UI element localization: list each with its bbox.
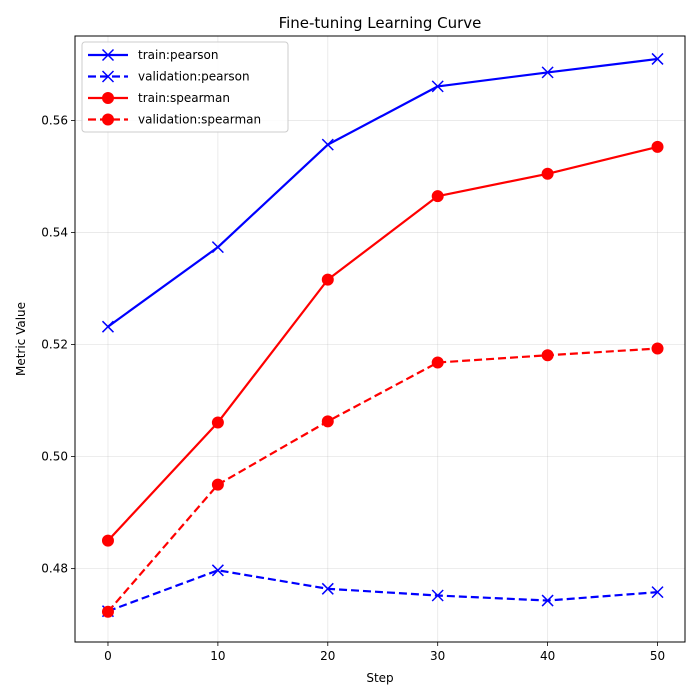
data-point bbox=[431, 190, 444, 203]
y-tick-label: 0.50 bbox=[41, 450, 68, 464]
legend-box bbox=[81, 41, 289, 133]
data-point bbox=[211, 416, 224, 429]
y-tick-label: 0.48 bbox=[41, 562, 68, 576]
data-point bbox=[651, 140, 664, 153]
series-line bbox=[107, 145, 658, 542]
legend-marker bbox=[101, 70, 115, 83]
series-train-spearman bbox=[101, 140, 664, 547]
y-axis-label: Metric Value bbox=[14, 302, 28, 376]
data-point bbox=[101, 320, 115, 333]
x-tick-label: 50 bbox=[650, 649, 665, 663]
data-point bbox=[101, 534, 114, 547]
x-axis-label: Step bbox=[366, 671, 393, 685]
x-tick-label: 40 bbox=[540, 649, 555, 663]
data-point bbox=[321, 582, 334, 595]
data-point bbox=[651, 342, 664, 355]
data-point bbox=[101, 605, 114, 618]
series-validation-spearman bbox=[101, 342, 664, 618]
legend-entry: validation:pearson bbox=[88, 70, 250, 84]
data-point bbox=[431, 589, 444, 602]
data-point bbox=[211, 478, 224, 491]
series-layer bbox=[101, 52, 664, 618]
series-train-pearson bbox=[101, 52, 664, 333]
y-tick-label: 0.56 bbox=[41, 114, 68, 128]
y-tick-label: 0.52 bbox=[41, 338, 68, 352]
grid-layer bbox=[75, 36, 685, 642]
data-point bbox=[211, 564, 224, 577]
data-point bbox=[541, 349, 554, 362]
legend-label: train:spearman bbox=[138, 91, 230, 105]
chart-title: Fine-tuning Learning Curve bbox=[279, 14, 482, 32]
data-point bbox=[431, 356, 444, 369]
legend-entry: train:pearson bbox=[88, 48, 218, 62]
data-point bbox=[541, 167, 554, 180]
data-point bbox=[321, 273, 334, 286]
data-point bbox=[321, 415, 334, 428]
series-line bbox=[107, 569, 658, 613]
data-point bbox=[651, 52, 664, 65]
series-line bbox=[107, 57, 658, 328]
tick-layer: 0 10 20 30 40 50 0.48 0.50 0.52 0.54 0.56 bbox=[41, 114, 665, 663]
legend-entry: train:spearman bbox=[88, 91, 230, 105]
legend-label: train:pearson bbox=[138, 48, 218, 62]
x-tick-label: 20 bbox=[320, 649, 335, 663]
legend-marker bbox=[102, 92, 114, 104]
legend-marker bbox=[102, 113, 114, 126]
y-tick-label: 0.54 bbox=[41, 226, 68, 240]
legend-entry: validation:spearman bbox=[88, 113, 261, 127]
data-point bbox=[211, 241, 224, 254]
data-point bbox=[321, 138, 334, 151]
legend-label: validation:pearson bbox=[138, 70, 250, 84]
x-tick-label: 0 bbox=[104, 649, 112, 663]
plot-frame bbox=[74, 35, 686, 643]
legend-marker bbox=[101, 48, 115, 62]
x-tick-label: 30 bbox=[430, 649, 445, 663]
data-point bbox=[541, 594, 554, 607]
legend: train:pearson validation:pearson train:spe… bbox=[81, 41, 289, 133]
data-point bbox=[651, 586, 664, 599]
legend-label: validation:spearman bbox=[138, 113, 261, 127]
data-point bbox=[541, 66, 554, 79]
x-tick-label: 10 bbox=[210, 649, 225, 663]
data-point bbox=[431, 80, 444, 93]
